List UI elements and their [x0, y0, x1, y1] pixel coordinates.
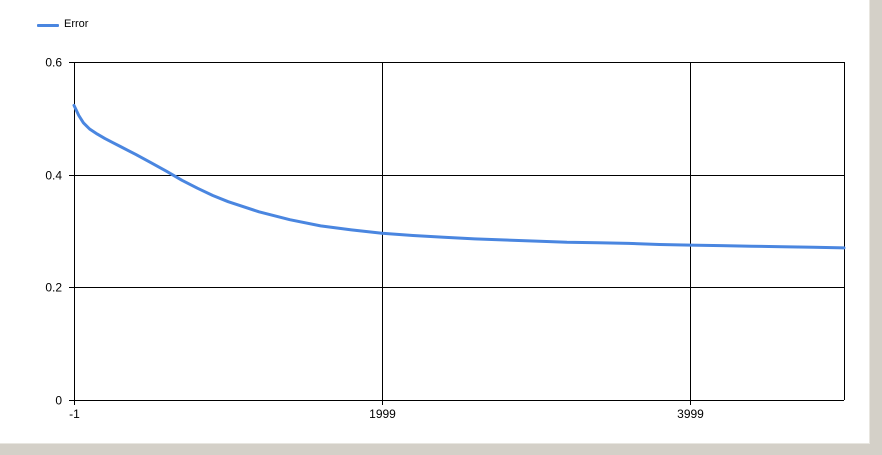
axes [69, 62, 844, 405]
grid-lines [74, 62, 845, 400]
tick-labels: 0 0.2 0.4 0.6 -1 1999 3999 [45, 56, 704, 422]
legend-swatch-error [37, 24, 59, 27]
x-tick-label: 1999 [369, 407, 396, 421]
x-tick-label: -1 [69, 407, 80, 421]
series-lines [72, 103, 846, 250]
y-tick-label: 0.2 [45, 281, 62, 295]
x-tick-label: 3999 [677, 407, 704, 421]
y-tick-label: 0.4 [45, 169, 62, 183]
legend-label-error: Error [64, 18, 89, 30]
line-chart: 0 0.2 0.4 0.6 -1 1999 3999 [45, 56, 846, 422]
chart-panel: Error 0 0.2 0.4 0.6 -1 1999 3999 [0, 0, 870, 444]
y-tick-label: 0 [55, 394, 62, 408]
y-tick-label: 0.6 [45, 56, 62, 70]
series-line-error [72, 103, 846, 250]
